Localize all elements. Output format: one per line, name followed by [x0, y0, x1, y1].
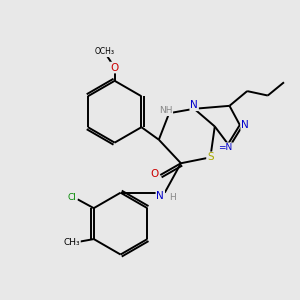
Text: N: N	[241, 120, 249, 130]
Text: N: N	[190, 100, 198, 110]
Text: N: N	[156, 190, 164, 201]
Text: OCH₃: OCH₃	[94, 47, 114, 56]
Text: CH₃: CH₃	[63, 238, 80, 247]
Text: O: O	[110, 63, 119, 73]
Text: S: S	[207, 152, 214, 162]
Text: H: H	[169, 194, 176, 202]
Text: =N: =N	[218, 143, 232, 152]
Text: Cl: Cl	[68, 193, 77, 202]
Text: NH: NH	[159, 106, 172, 115]
Text: O: O	[150, 169, 158, 178]
